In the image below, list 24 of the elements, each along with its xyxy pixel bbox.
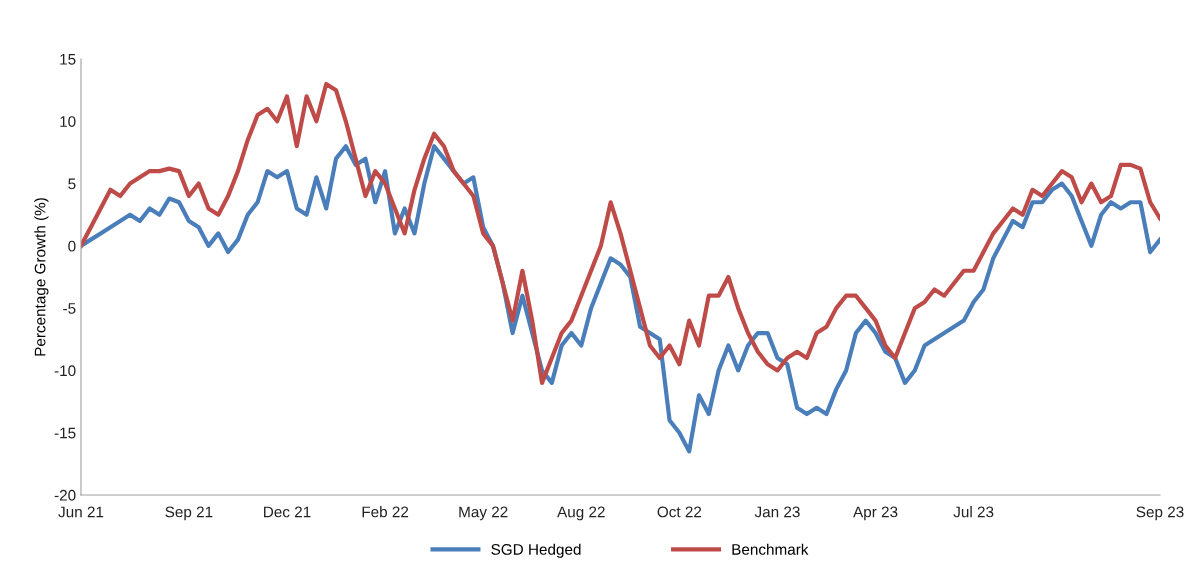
x-tick-label: Apr 23 bbox=[853, 506, 898, 521]
y-tick-label: -15 bbox=[54, 427, 76, 439]
x-tick-label: May 22 bbox=[459, 506, 508, 521]
y-tick-label: 15 bbox=[60, 54, 76, 65]
y-tick-label: 5 bbox=[68, 178, 76, 190]
x-tick-label: Oct 22 bbox=[657, 506, 702, 518]
x-tick-label: Feb 22 bbox=[362, 506, 409, 518]
y-axis-title: Percentage Growth (%) bbox=[34, 198, 49, 356]
x-tick-label: Jan 23 bbox=[754, 506, 800, 518]
x-tick-label: Aug 22 bbox=[557, 506, 605, 521]
y-tick-label: -5 bbox=[63, 303, 76, 314]
line-series bbox=[81, 144, 1160, 454]
x-tick-label: Sep 21 bbox=[165, 506, 213, 521]
legend-label: Benchmark bbox=[732, 543, 809, 555]
line-series bbox=[81, 81, 1160, 385]
y-tick-label: 10 bbox=[60, 116, 76, 127]
y-tick-label: -20 bbox=[54, 489, 76, 501]
x-tick-label: Sep 23 bbox=[1136, 506, 1184, 521]
x-tick-label: Dec 21 bbox=[264, 506, 311, 518]
legend-label: SGD Hedged bbox=[491, 543, 581, 558]
x-tick-label: Jul 23 bbox=[953, 506, 994, 518]
y-tick-label: -10 bbox=[54, 365, 76, 377]
y-tick-label: 0 bbox=[68, 240, 76, 252]
x-tick-label: Jun 21 bbox=[58, 506, 104, 518]
